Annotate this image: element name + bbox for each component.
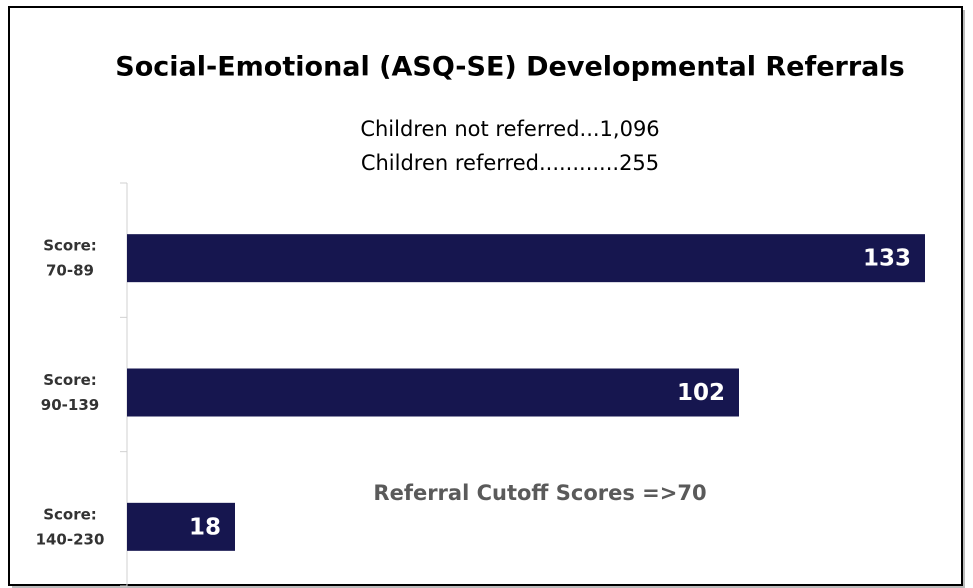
y-tick-label: Score: 140-230	[36, 505, 105, 548]
value-label: 102	[677, 380, 725, 406]
value-label: 133	[863, 246, 911, 272]
annotation: Referral Cutoff Scores =>70	[373, 481, 706, 505]
bar	[127, 368, 739, 417]
bar	[127, 234, 925, 283]
value-label: 18	[189, 514, 221, 540]
y-tick-label: Score: 90-139	[41, 371, 99, 414]
annotation: Children referred............255	[361, 151, 659, 175]
frame	[8, 6, 963, 586]
y-tick-label: Score: 70-89	[43, 236, 97, 279]
bar	[127, 502, 235, 551]
annotation: Children not referred...1,096	[360, 117, 659, 141]
chart-title: Social-Emotional (ASQ-SE) Developmental …	[115, 52, 904, 83]
